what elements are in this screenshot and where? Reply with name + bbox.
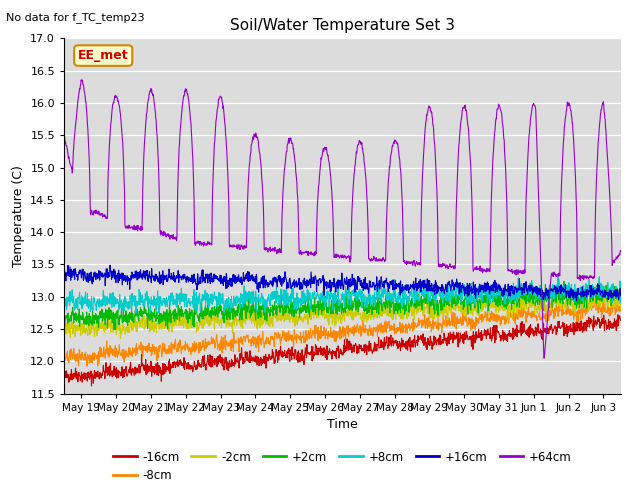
+2cm — [378, 303, 385, 309]
+8cm — [297, 302, 305, 308]
+2cm — [560, 278, 568, 284]
-16cm — [60, 373, 68, 379]
+2cm — [617, 296, 625, 301]
-16cm — [297, 353, 305, 359]
-2cm — [60, 334, 68, 339]
+16cm — [297, 279, 305, 285]
Y-axis label: Temperature (C): Temperature (C) — [12, 165, 25, 267]
+2cm — [60, 321, 68, 326]
Legend: -16cm, -8cm, -2cm, +2cm, +8cm, +16cm, +64cm: -16cm, -8cm, -2cm, +2cm, +8cm, +16cm, +6… — [108, 446, 577, 480]
Text: No data for f_TC_temp23: No data for f_TC_temp23 — [6, 12, 145, 23]
-16cm — [88, 383, 95, 389]
Line: +16cm: +16cm — [64, 265, 621, 301]
-2cm — [308, 312, 316, 318]
-16cm — [126, 370, 134, 376]
+8cm — [103, 294, 111, 300]
+64cm — [308, 252, 316, 258]
+64cm — [378, 258, 385, 264]
Title: Soil/Water Temperature Set 3: Soil/Water Temperature Set 3 — [230, 18, 455, 33]
+16cm — [318, 276, 326, 282]
+64cm — [60, 132, 68, 137]
-8cm — [297, 330, 305, 336]
+8cm — [132, 310, 140, 316]
+64cm — [77, 77, 85, 83]
Line: +2cm: +2cm — [64, 281, 621, 330]
-16cm — [308, 358, 316, 364]
-2cm — [378, 310, 385, 315]
Line: +64cm: +64cm — [64, 80, 621, 358]
+16cm — [308, 281, 316, 287]
-2cm — [297, 314, 305, 320]
Text: EE_met: EE_met — [78, 49, 129, 62]
+64cm — [104, 216, 111, 221]
-2cm — [559, 291, 566, 297]
-2cm — [318, 313, 326, 319]
+2cm — [308, 307, 316, 313]
-2cm — [116, 336, 124, 342]
-2cm — [617, 302, 625, 308]
+8cm — [318, 298, 326, 304]
-2cm — [126, 320, 134, 326]
+16cm — [126, 277, 134, 283]
-8cm — [617, 304, 625, 310]
+8cm — [554, 274, 562, 279]
-16cm — [104, 372, 111, 378]
-8cm — [126, 347, 134, 352]
+64cm — [540, 355, 548, 361]
-8cm — [60, 352, 68, 358]
+64cm — [617, 249, 625, 254]
+2cm — [103, 307, 111, 313]
Line: -16cm: -16cm — [64, 315, 621, 386]
+16cm — [378, 274, 385, 280]
+8cm — [308, 291, 316, 297]
+16cm — [573, 298, 580, 304]
-2cm — [103, 323, 111, 328]
-16cm — [617, 318, 625, 324]
+64cm — [297, 248, 305, 253]
Line: -8cm: -8cm — [64, 297, 621, 366]
-16cm — [378, 337, 385, 343]
-8cm — [378, 320, 385, 326]
+2cm — [297, 304, 305, 310]
+8cm — [378, 291, 385, 297]
+64cm — [318, 153, 326, 158]
+8cm — [60, 305, 68, 311]
+8cm — [126, 305, 134, 311]
Line: -2cm: -2cm — [64, 294, 621, 339]
-8cm — [579, 294, 586, 300]
-16cm — [318, 349, 326, 355]
+2cm — [318, 305, 326, 311]
-16cm — [614, 312, 621, 318]
-8cm — [318, 333, 326, 338]
+64cm — [126, 226, 134, 231]
-8cm — [308, 332, 316, 337]
+8cm — [617, 288, 625, 294]
-8cm — [104, 352, 111, 358]
+16cm — [64, 262, 72, 268]
+16cm — [60, 265, 68, 271]
+16cm — [104, 266, 111, 272]
Line: +8cm: +8cm — [64, 276, 621, 313]
+16cm — [617, 288, 625, 294]
-8cm — [83, 363, 91, 369]
X-axis label: Time: Time — [327, 418, 358, 431]
+2cm — [112, 327, 120, 333]
+2cm — [126, 311, 134, 316]
